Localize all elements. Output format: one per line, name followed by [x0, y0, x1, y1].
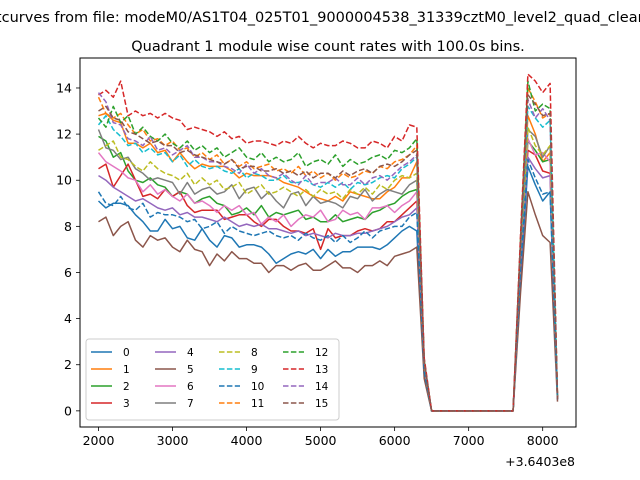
legend-box [85, 338, 340, 421]
y-tick-label: 12 [56, 127, 72, 142]
legend-label-6: 6 [187, 381, 194, 393]
series-line-10 [97, 158, 559, 412]
figure-suptitle: Lightcurves from file: modeM0/AS1T04_025… [0, 10, 640, 26]
y-tick-label: 2 [64, 357, 72, 372]
y-tick-label: 0 [64, 403, 72, 418]
y-tick-label: 14 [56, 80, 72, 95]
x-tick-label: 4000 [231, 433, 263, 448]
x-tick-label: 6000 [379, 433, 411, 448]
legend-label-5: 5 [187, 364, 194, 376]
y-tick-label: 6 [64, 265, 72, 280]
legend-label-14: 14 [315, 381, 329, 393]
x-tick-label: 7000 [453, 433, 485, 448]
axes-frame [79, 57, 577, 428]
x-tick-label: 2000 [83, 433, 115, 448]
series-line-9 [97, 105, 559, 412]
legend-label-15: 15 [315, 398, 328, 410]
legend-label-8: 8 [251, 347, 258, 359]
legend-label-13: 13 [315, 364, 328, 376]
series-line-13 [98, 73, 559, 412]
chart-title: Quadrant 1 module wise count rates with … [131, 39, 525, 55]
series-line-14 [97, 92, 559, 412]
legend-label-1: 1 [123, 364, 130, 376]
x-tick-label: 5000 [305, 433, 337, 448]
x-tick-label: 3000 [157, 433, 189, 448]
x-offset-label: +3.6403e8 [505, 454, 575, 469]
legend-label-9: 9 [251, 364, 258, 376]
series-line-5 [98, 191, 559, 412]
legend-label-11: 11 [251, 398, 264, 410]
series-line-15 [98, 94, 559, 412]
y-tick-label: 4 [64, 311, 72, 326]
legend-label-7: 7 [187, 398, 194, 410]
legend-label-4: 4 [187, 347, 194, 359]
legend-label-3: 3 [123, 398, 130, 410]
legend-label-0: 0 [123, 347, 130, 359]
legend-label-12: 12 [315, 347, 328, 359]
y-axis: 0 2 4 6 8 10 12 14 [56, 80, 80, 418]
y-tick-label: 10 [56, 173, 72, 188]
x-tick-label: 8000 [527, 433, 559, 448]
y-tick-label: 8 [64, 219, 72, 234]
legend-label-10: 10 [251, 381, 264, 393]
legend-label-2: 2 [123, 381, 130, 393]
plot-area [97, 73, 559, 412]
x-axis: 2000 3000 4000 5000 6000 7000 8000 [83, 427, 559, 448]
